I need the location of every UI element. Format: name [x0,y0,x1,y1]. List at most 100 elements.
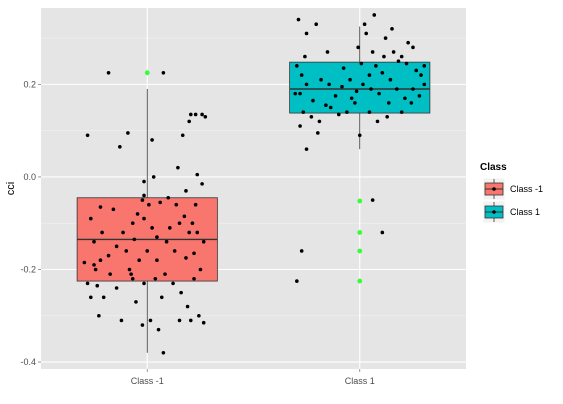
data-point [200,112,204,117]
data-point [142,179,146,184]
data-point [168,226,172,230]
data-point [163,272,167,276]
y-tick-label: -0.4 [20,357,36,367]
data-point [161,70,166,75]
data-point [303,54,307,59]
outlier-point [357,248,363,254]
data-point [129,272,133,276]
data-point [333,94,338,98]
data-point [353,101,357,105]
data-point [190,221,195,226]
data-point [124,249,129,253]
data-point [85,281,90,286]
data-point [295,279,299,283]
y-tick-label: 0.0 [23,172,36,182]
data-point [114,286,119,290]
data-point [388,77,393,82]
data-point [390,27,394,31]
data-point [145,249,150,253]
data-point [304,31,309,36]
legend-key-point [492,187,496,191]
data-point [188,318,193,323]
data-point [97,313,101,318]
data-point [396,59,401,64]
data-point [92,263,96,267]
data-point [367,110,372,114]
data-point [298,124,302,128]
data-point [345,110,349,114]
data-point [118,145,122,149]
data-point [132,237,137,242]
outlier-point [357,278,363,284]
data-point [348,77,352,82]
data-point [367,73,372,77]
data-point [328,105,333,110]
data-point [304,82,309,87]
data-point [406,40,410,45]
data-point [155,258,159,263]
data-point [386,101,391,105]
data-point [327,82,331,87]
data-point [114,244,119,249]
data-point [193,202,198,207]
data-point [161,351,166,355]
y-tick-label: -0.2 [20,264,36,274]
data-point [180,133,185,138]
data-point [372,13,377,17]
data-point [137,258,141,263]
data-point [314,22,319,26]
data-point [82,260,87,265]
data-point [195,230,200,235]
data-point [121,230,125,235]
data-point [140,198,145,202]
legend-key-point [492,210,496,214]
data-point [357,133,362,138]
data-point [374,64,378,68]
data-point [356,45,360,50]
data-point [177,318,182,323]
data-point [403,96,407,101]
data-point [127,267,132,272]
data-point [156,327,161,332]
data-point [200,182,204,186]
data-point [100,230,104,235]
data-point [187,230,191,235]
grid-lines [41,8,466,369]
data-point [399,54,404,59]
data-point [135,212,140,216]
data-point [370,50,375,54]
data-point [197,313,201,318]
data-point [382,54,386,59]
data-point [166,195,171,200]
data-point [299,73,304,77]
data-point [185,304,190,309]
boxes [76,26,431,353]
data-point [201,239,206,244]
data-point [316,131,320,135]
data-point [151,175,156,179]
data-point [404,61,409,66]
data-point [317,119,322,124]
data-point [130,276,135,281]
data-point [142,281,146,286]
data-point [172,249,177,253]
data-point [203,114,208,119]
data-point [417,94,422,98]
y-axis-title: cci [5,182,17,195]
data-point [101,295,106,300]
data-point [142,216,146,221]
data-point [201,320,206,325]
data-point [336,112,341,117]
data-point [193,112,198,117]
data-point [375,119,380,124]
data-point [155,235,159,239]
outlier-point [144,70,150,76]
data-point [354,89,359,94]
data-point [130,221,135,226]
data-point [298,91,302,96]
legend-label: Class 1 [510,207,540,217]
data-point [95,283,100,288]
data-point [324,103,328,107]
data-point [158,200,162,205]
